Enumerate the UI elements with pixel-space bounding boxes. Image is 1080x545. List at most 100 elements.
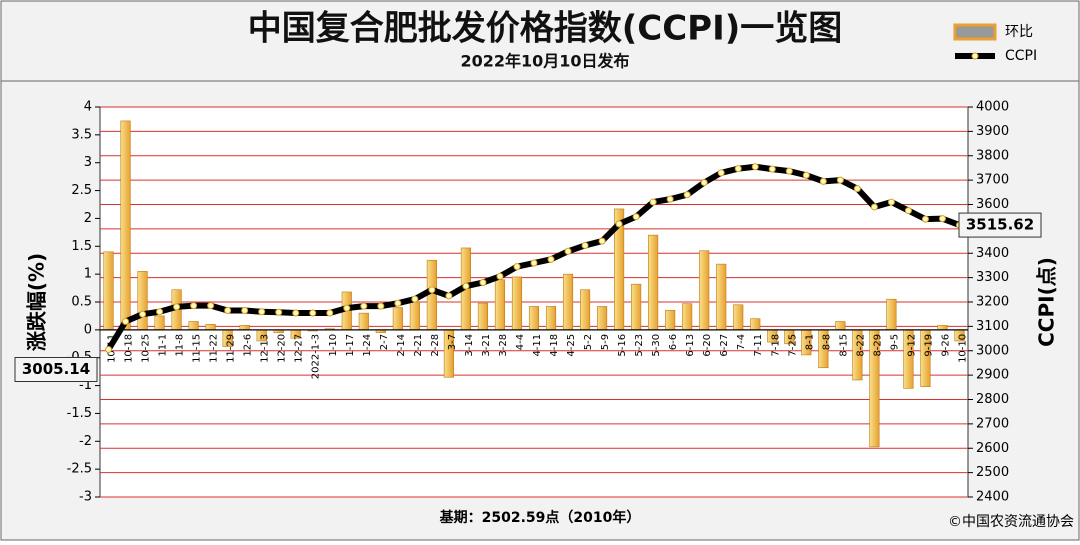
bar [528,306,540,331]
x-tick-label: 2022-1-3 [311,334,322,379]
value-label-box [958,212,1042,238]
bar [239,325,250,331]
x-tick-label: 5-23 [634,334,645,357]
header [0,0,1080,82]
bar [733,304,744,331]
y-tick-label: 3.5 [71,127,92,142]
point [802,171,810,179]
point [411,295,419,303]
bar [103,251,114,331]
y2-tick-label: 3300 [976,270,1009,285]
x-tick-label: 6-6 [668,334,679,350]
y-tick-label: 2.5 [71,183,92,198]
point [751,163,759,171]
y2-tick-label: 4000 [976,100,1009,115]
bar [665,310,676,331]
x-tick-label: 1-17 [345,334,356,357]
bar [358,312,369,331]
bar [631,283,642,331]
y-tick-label: 1.5 [71,239,92,254]
point [785,167,793,175]
x-tick-label: 12-27 [294,334,305,363]
point [275,308,283,316]
x-tick-label: 10-25 [141,334,152,363]
point [768,165,776,173]
y2-tick-label: 3400 [976,246,1009,261]
point [547,255,555,263]
y-axis-label: 涨跌幅(%) [25,253,49,351]
point [598,237,606,245]
legend-label: 环比 [1005,24,1033,40]
y-tick-label: 4 [84,100,92,115]
y-tick-label: 3 [84,155,92,170]
bar [886,298,897,331]
legend-swatch [953,23,997,41]
point [190,302,198,310]
bar [511,276,523,331]
x-tick-label: 4-25 [566,334,577,357]
y-tick-label: -2 [79,434,92,449]
y2-tick-label: 2500 [976,465,1009,480]
point [156,308,164,316]
x-tick-label: 9-12 [906,334,917,357]
x-tick-label: 4-18 [549,334,560,357]
point [632,213,640,221]
bar [937,325,948,331]
point [853,185,861,193]
point [564,247,572,255]
x-tick-label: 6-13 [685,334,696,357]
x-tick-label: 3-14 [464,334,475,357]
x-tick-label: 11-8 [175,334,186,357]
value-label-box [14,356,98,382]
x-tick-label: 11-22 [209,334,220,363]
x-tick-label: 8-22 [855,334,866,357]
footnote: 基期：2502.59点（2010年） [440,509,641,526]
point [836,176,844,184]
x-tick-label: 2-14 [396,334,407,357]
x-tick-label: 7-18 [770,334,781,357]
bar [545,306,557,331]
x-tick-label: 12-20 [277,334,288,363]
y2-tick-label: 3000 [976,343,1009,358]
x-tick-label: 12-6 [243,334,254,357]
point [309,309,317,317]
bar [597,306,608,331]
legend-label: CCPI [1005,48,1037,64]
y-tick-label: 2 [84,211,92,226]
point [360,302,368,310]
point [343,304,351,312]
x-tick-label: 2-28 [430,334,441,357]
x-tick-label: 5-30 [651,334,662,357]
y-tick-label: -1.5 [67,406,92,421]
x-tick-label: 5-16 [617,334,628,357]
x-tick-label: 8-1 [804,334,815,350]
point [734,165,742,173]
legend-swatch [971,52,979,60]
x-tick-label: 1-24 [362,334,373,357]
bar [137,271,148,331]
y2-tick-label: 3800 [976,148,1009,163]
bar [477,302,489,331]
bar [562,273,574,331]
point [207,302,215,310]
x-tick-label: 11-1 [158,334,169,357]
y2-tick-label: 3900 [976,124,1009,139]
point [717,169,725,177]
point [292,309,300,317]
point [683,191,691,199]
y2-tick-label: 3200 [976,295,1009,310]
bar [392,307,403,331]
x-tick-label: 5-9 [600,334,611,350]
point [887,198,895,206]
value-label: 3515.62 [966,216,1034,234]
point [496,272,504,280]
x-tick-label: 8-8 [821,334,832,350]
point [870,203,878,211]
point [938,215,946,223]
x-tick-label: 4-11 [532,334,543,357]
point [394,299,402,307]
bar [648,234,659,331]
value-label: 3005.14 [22,360,90,378]
point [258,308,266,316]
